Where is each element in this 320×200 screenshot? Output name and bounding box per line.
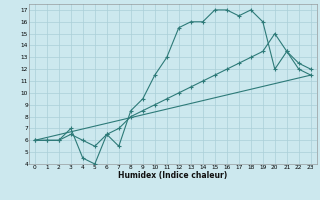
X-axis label: Humidex (Indice chaleur): Humidex (Indice chaleur) [118, 171, 228, 180]
